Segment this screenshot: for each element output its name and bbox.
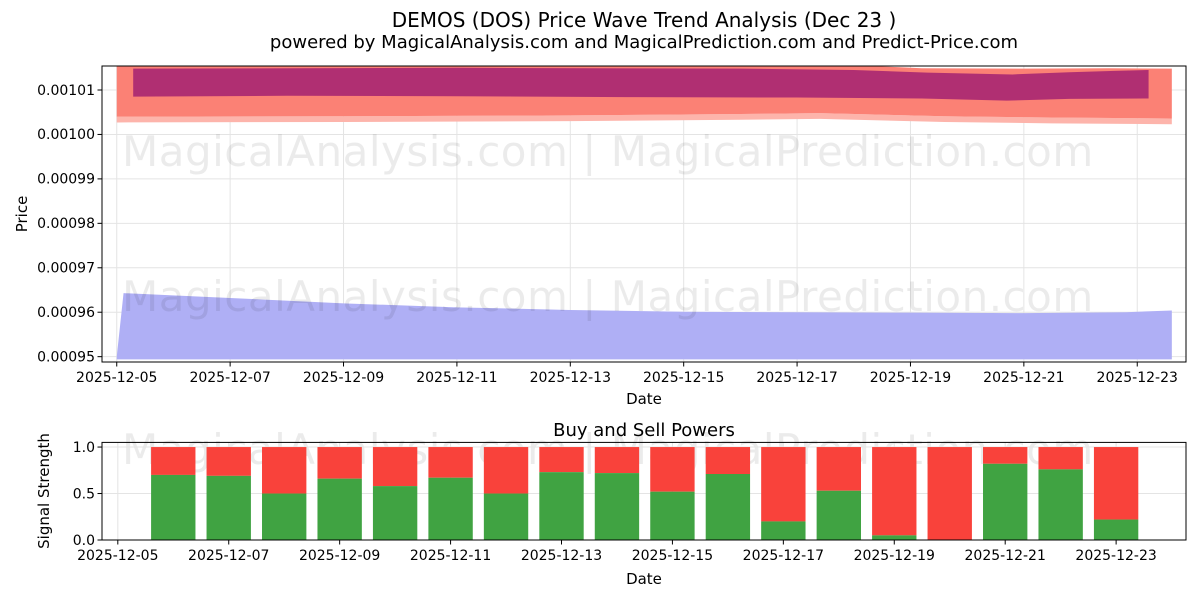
buy-bar [1093,519,1139,540]
buy-bar [761,521,806,540]
x-tick-label: 2025-12-23 [1097,370,1178,386]
y-tick-label: 0.0 [73,533,95,549]
x-tick-label: 2025-12-17 [743,548,824,564]
buy-bar [262,493,307,540]
buy-bar [872,535,917,540]
sell-bar [372,447,418,487]
x-tick-label: 2025-12-19 [854,548,935,564]
signal-x-axis-label: Date [626,570,662,588]
sell-bar [872,447,917,536]
x-tick-label: 2025-12-17 [756,370,837,386]
sell-bar [317,447,362,479]
x-tick-label: 2025-12-19 [870,370,951,386]
sell-bar [428,447,473,478]
buy-bar [983,463,1028,540]
x-tick-label: 2025-12-09 [299,548,380,564]
sell-bar [927,447,972,540]
x-tick-label: 2025-12-11 [416,370,497,386]
x-tick-label: 2025-12-23 [1075,548,1156,564]
x-tick-label: 2025-12-21 [983,370,1064,386]
sell-bar [816,447,861,491]
y-tick-label: 0.00095 [37,349,95,365]
sell-bar [761,447,806,522]
sell-bar [594,447,640,474]
sell-bar [206,447,251,476]
axes-frame [101,441,1187,541]
sell-bar [1038,447,1083,470]
buy-band [116,293,1172,360]
buy-bar [539,472,584,540]
buy-bar [650,491,695,540]
sell-bar [483,447,529,494]
buy-bar [483,493,529,540]
price-x-axis-label: Date [626,390,662,408]
x-tick-label: 2025-12-07 [189,370,270,386]
price-y-axis-label: Price [13,195,31,233]
x-tick-label: 2025-12-09 [303,370,384,386]
buy-bar [372,486,418,540]
buy-bar [151,474,196,540]
x-tick-label: 2025-12-11 [410,548,491,564]
x-tick-label: 2025-12-15 [643,370,724,386]
x-tick-label: 2025-12-05 [77,548,158,564]
sell-bar [262,447,307,494]
buy-bar [816,490,861,540]
sell-bar [539,447,584,473]
sell-bar [705,447,751,475]
y-tick-label: 0.00099 [37,172,95,188]
sell-band-fade [116,113,1172,125]
axes-frame [101,65,1187,363]
x-tick-label: 2025-12-21 [965,548,1046,564]
buy-bar [317,478,362,540]
signal-chart-title: Buy and Sell Powers [553,420,735,441]
y-tick-label: 0.00101 [37,83,95,99]
x-tick-label: 2025-12-07 [188,548,269,564]
sell-band-core [133,67,1149,101]
x-tick-label: 2025-12-05 [76,370,157,386]
x-tick-label: 2025-12-13 [530,370,611,386]
y-tick-label: 1.0 [73,440,95,456]
buy-bar [206,475,251,540]
y-tick-label: 0.00100 [37,127,95,143]
figure-subtitle: powered by MagicalAnalysis.com and Magic… [269,32,1019,53]
signal-y-axis-label: Signal Strength [35,433,53,549]
y-tick-label: 0.00096 [37,305,95,321]
y-tick-label: 0.5 [73,486,95,502]
buy-bar [705,474,751,540]
sell-bar [151,447,196,475]
buy-bar [1038,469,1083,540]
sell-bar [650,447,695,492]
x-tick-label: 2025-12-15 [632,548,713,564]
sell-bar [983,447,1028,464]
buy-bar [594,473,640,540]
sell-bar [1093,447,1139,520]
y-tick-label: 0.00098 [37,216,95,232]
figure-title: DEMOS (DOS) Price Wave Trend Analysis (D… [391,8,897,32]
buy-bar [428,477,473,540]
y-tick-label: 0.00097 [37,261,95,277]
x-tick-label: 2025-12-13 [521,548,602,564]
